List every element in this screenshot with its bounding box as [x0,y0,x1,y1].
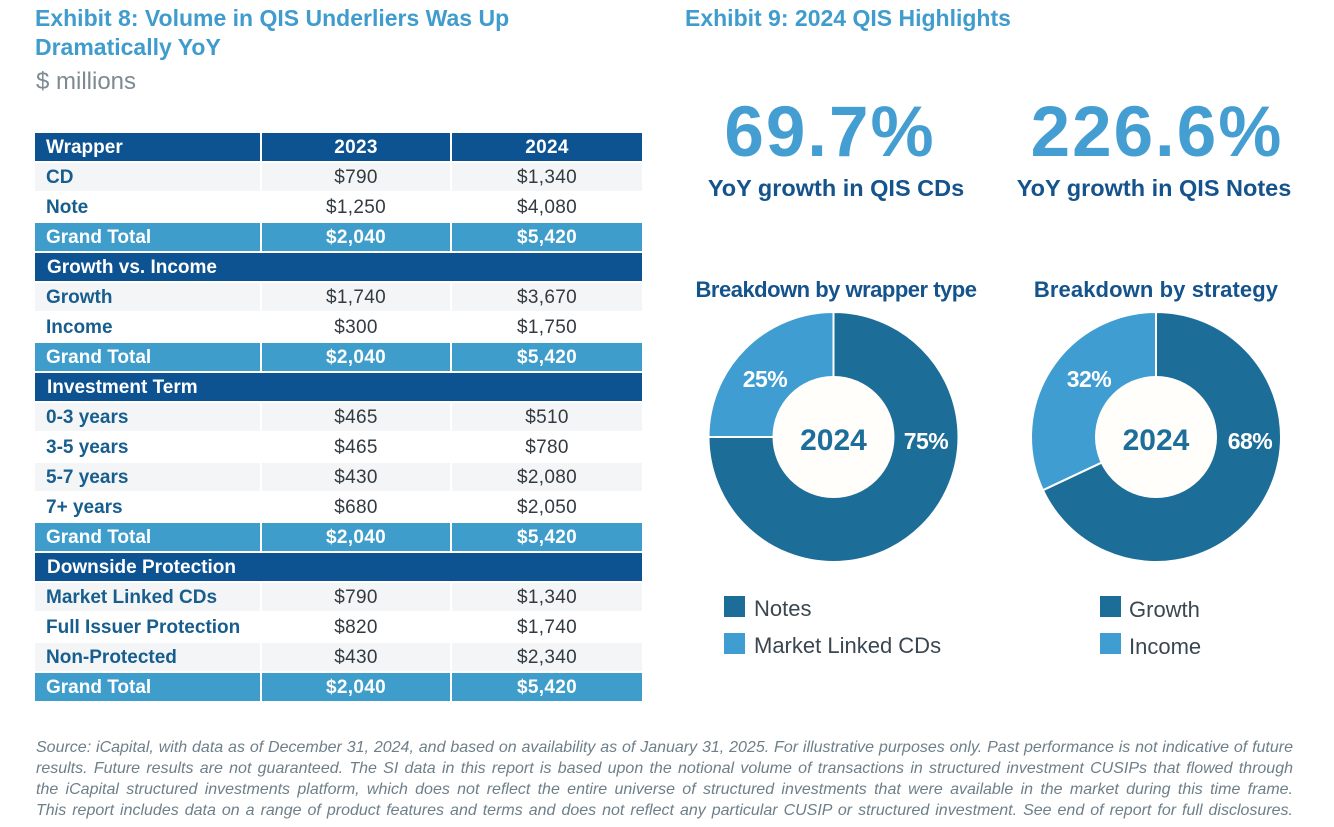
svg-text:25%: 25% [743,366,788,392]
svg-text:75%: 75% [904,428,949,454]
svg-text:2024: 2024 [800,424,867,457]
svg-text:2024: 2024 [1123,424,1190,457]
svg-text:68%: 68% [1228,428,1273,454]
svg-text:32%: 32% [1067,366,1112,392]
